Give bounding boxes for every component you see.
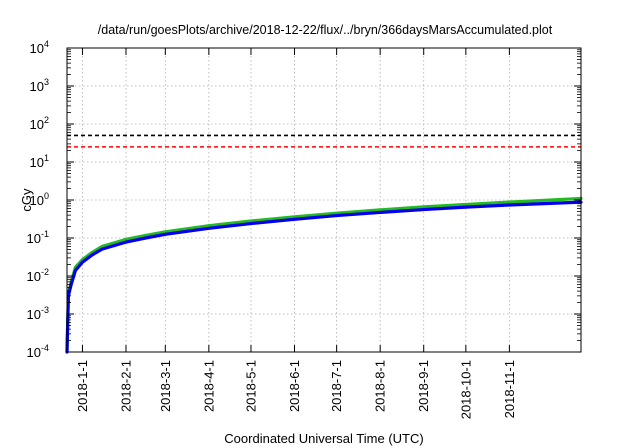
grid-lines	[67, 48, 581, 352]
y-tick-label: 10-1	[27, 229, 49, 246]
x-tick-label: 2018-5-1	[243, 360, 258, 412]
y-tick-base: 10	[30, 117, 44, 132]
y-tick-label: 100	[30, 191, 49, 208]
y-tick-exponent: -1	[41, 229, 49, 239]
y-tick-base: 10	[30, 41, 44, 56]
y-tick-exponent: 0	[44, 191, 49, 201]
y-tick-label: 103	[30, 77, 49, 94]
y-tick-exponent: -4	[41, 343, 49, 353]
y-tick-base: 10	[27, 231, 41, 246]
x-tick-label: 2018-11-1	[502, 360, 517, 418]
y-tick-base: 10	[30, 79, 44, 94]
y-tick-exponent: 4	[44, 39, 49, 49]
y-tick-exponent: 2	[44, 115, 49, 125]
y-tick-label: 104	[30, 39, 49, 56]
y-tick-base: 10	[27, 269, 41, 284]
y-tick-label: 10-2	[27, 267, 49, 284]
y-tick-base: 10	[30, 193, 44, 208]
y-tick-label: 102	[30, 115, 49, 132]
y-tick-label: 101	[30, 153, 49, 170]
y-axis-label: cGy	[19, 188, 34, 212]
x-tick-label: 2018-3-1	[158, 360, 173, 412]
x-tick-label: 2018-10-1	[458, 360, 473, 419]
y-tick-exponent: -3	[41, 305, 49, 315]
y-tick-label: 10-3	[27, 305, 49, 322]
x-tick-label: 2018-9-1	[416, 360, 431, 412]
data-series	[65, 196, 583, 354]
y-tick-base: 10	[30, 155, 44, 170]
x-tick-label: 2018-2-1	[118, 360, 133, 412]
x-tick-label: 2018-8-1	[373, 360, 388, 412]
y-tick-exponent: 3	[44, 77, 49, 87]
chart-title: /data/run/goesPlots/archive/2018-12-22/f…	[98, 23, 553, 37]
x-tick-label: 2018-4-1	[201, 360, 216, 412]
y-tick-label: 10-4	[27, 343, 49, 360]
y-tick-exponent: -2	[41, 267, 49, 277]
x-axis: 2018-1-1 2018-2-1 2018-3-1 2018-4-1 2018-5-1…	[75, 48, 517, 419]
series-line	[65, 200, 583, 354]
x-tick-label: 2018-7-1	[329, 360, 344, 412]
y-tick-base: 10	[27, 345, 41, 360]
series-line	[65, 196, 583, 354]
x-tick-label: 2018-6-1	[287, 360, 302, 412]
y-tick-base: 10	[27, 307, 41, 322]
x-tick-label: 2018-1-1	[75, 360, 90, 412]
reference-lines	[67, 134, 581, 148]
y-tick-exponent: 1	[44, 153, 49, 163]
x-axis-label: Coordinated Universal Time (UTC)	[224, 431, 423, 446]
